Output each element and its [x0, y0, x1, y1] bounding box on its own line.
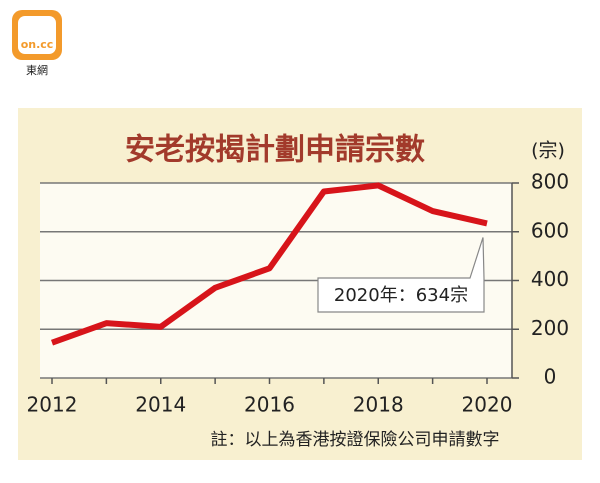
x-tick-label: 2014 — [135, 393, 186, 417]
data-line — [50, 182, 488, 346]
annotation: 2020年：634宗 — [334, 285, 468, 306]
logo-name: 東網 — [26, 63, 48, 77]
x-tick-label: 2012 — [27, 393, 78, 417]
x-tick-label: 2016 — [244, 393, 295, 417]
y-tick-label: 800 — [531, 170, 569, 194]
logo-inner — [18, 16, 56, 54]
y-unit: (宗) — [531, 140, 565, 162]
chart-title: 安老按揭計劃申請宗數 — [125, 133, 425, 168]
y-tick-label: 0 — [544, 365, 557, 389]
logo-mark: on.cc — [21, 38, 54, 51]
y-tick-label: 200 — [531, 316, 569, 340]
x-tick-label: 2018 — [353, 393, 404, 417]
x-tick-label: 2020 — [462, 393, 513, 417]
annotation-box — [317, 237, 485, 313]
y-tick-label: 400 — [531, 267, 569, 291]
y-tick-label: 600 — [531, 218, 569, 242]
note: 註：以上為香港按證保險公司申請數字 — [211, 430, 500, 450]
